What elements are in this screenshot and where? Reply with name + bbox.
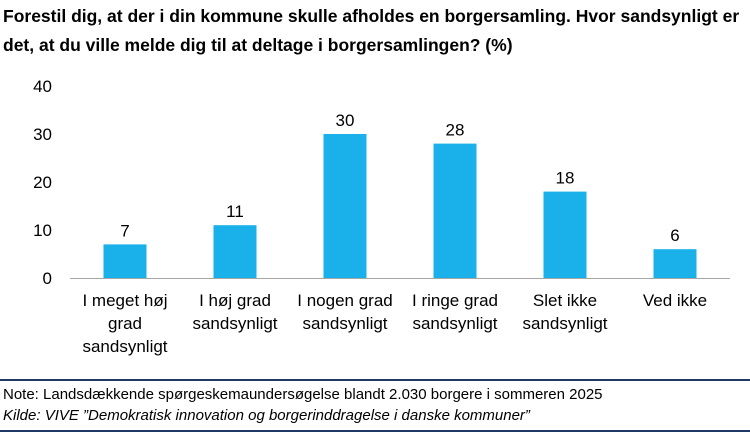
data-label: 6: [670, 226, 679, 245]
chart-title: Forestil dig, at der i din kommune skull…: [3, 6, 740, 55]
data-label: 28: [446, 121, 465, 140]
y-axis: 0 10 20 30 40: [33, 77, 52, 288]
x-tick-label: I meget høj grad sandsynligt: [82, 291, 167, 356]
bar: [213, 225, 257, 278]
y-tick-label: 30: [33, 125, 52, 144]
footer-note: Note: Landsdækkende spørgeskemaundersøge…: [3, 386, 603, 403]
data-label: 11: [226, 202, 244, 221]
x-axis: I meget høj grad sandsynligt I høj grad sand…: [82, 291, 707, 356]
x-tick-label: Ved ikke: [643, 291, 707, 310]
x-tick-label: Slet ikke sandsynligt: [522, 291, 607, 333]
data-label: 30: [336, 111, 355, 130]
x-tick-label: I nogen grad sandsynligt: [297, 291, 392, 333]
y-tick-label: 10: [33, 221, 52, 240]
footer-rule-top: [0, 379, 750, 381]
bar: [653, 249, 697, 278]
x-tick-label: I høj grad sandsynligt: [192, 291, 277, 333]
bar: [323, 134, 367, 278]
bars: [103, 134, 697, 278]
data-label: 18: [556, 169, 575, 188]
y-tick-label: 20: [33, 173, 52, 192]
x-tick-label: I ringe grad sandsynligt: [412, 291, 498, 333]
bar: [543, 191, 587, 278]
footer-rule-bottom: [0, 430, 750, 432]
data-labels: 7 11 30 28 18 6: [120, 111, 679, 245]
bar: [103, 244, 147, 278]
bar-chart: 0 10 20 30 40 7 11 30 28 18 6 I meget høj grad sand…: [33, 77, 730, 356]
data-label: 7: [120, 221, 129, 240]
bar: [433, 143, 477, 278]
footer-source: Kilde: VIVE ”Demokratisk innovation og b…: [3, 407, 530, 424]
y-tick-label: 40: [33, 77, 52, 96]
y-tick-label: 0: [43, 269, 52, 288]
